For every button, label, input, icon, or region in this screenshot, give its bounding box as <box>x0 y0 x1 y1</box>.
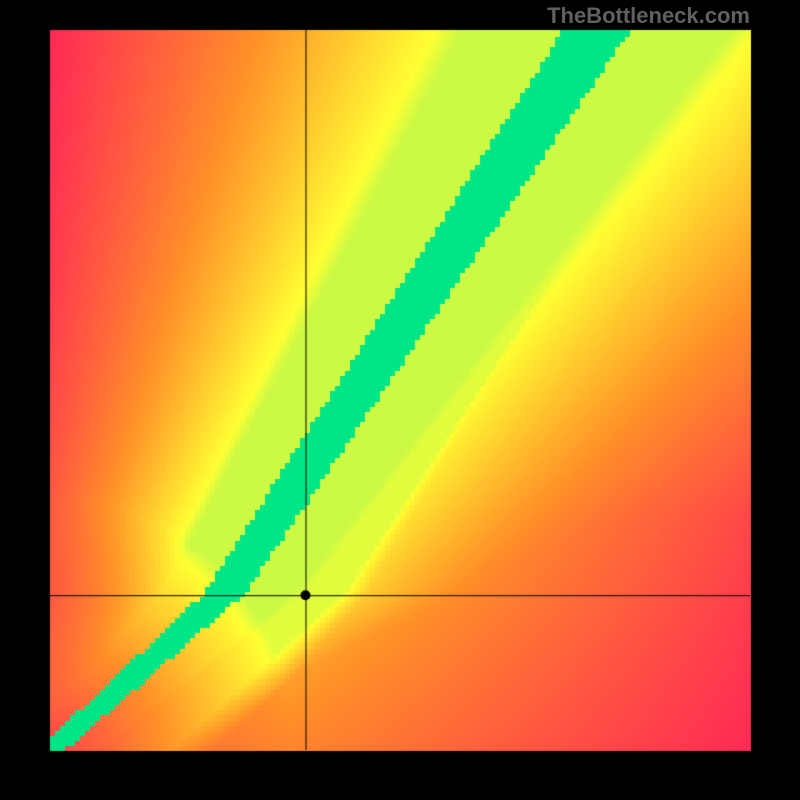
bottleneck-heatmap <box>0 0 800 800</box>
watermark-text: TheBottleneck.com <box>547 3 750 29</box>
